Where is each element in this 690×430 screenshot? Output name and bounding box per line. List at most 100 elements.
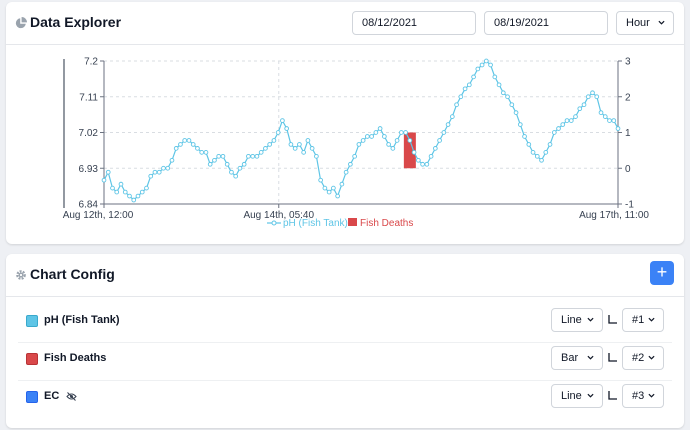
ph-point — [148, 173, 154, 179]
ph-point — [165, 165, 171, 171]
series-color-swatch[interactable] — [26, 353, 38, 365]
series-row-ph: pH (Fish Tank) Line #1 — [6, 306, 684, 336]
start-date-input[interactable]: 08/12/2021 — [352, 11, 476, 35]
series-row-ec: EC Line #3 — [6, 382, 684, 412]
ph-point — [377, 126, 383, 131]
ph-point — [577, 106, 583, 112]
ph-point — [539, 157, 544, 163]
series-color-swatch[interactable] — [26, 315, 38, 327]
ph-point — [280, 118, 285, 123]
ph-point — [182, 138, 188, 143]
ph-point — [199, 150, 205, 155]
y-right-tick-label: -1 — [625, 200, 634, 211]
chevron-down-icon — [587, 393, 594, 398]
interval-select-value: Hour — [626, 17, 650, 29]
ph-point — [169, 157, 175, 163]
ph-point — [118, 181, 124, 187]
series-type-value: Bar — [561, 352, 579, 364]
legend-item-ph[interactable]: pH (Fish Tank) — [267, 218, 348, 229]
x-tick-label: Aug 14th, 05:40 — [243, 210, 314, 221]
ph-point — [573, 114, 578, 119]
ph-point — [526, 142, 532, 147]
add-series-button[interactable]: + — [650, 261, 674, 285]
series-axis-select[interactable]: #3 — [622, 384, 664, 408]
chart-grid — [103, 60, 619, 205]
page-title: Data Explorer — [30, 14, 122, 30]
y-left-tick-label: 7.2 — [84, 57, 98, 68]
chevron-down-icon — [658, 20, 665, 25]
legend-label: Fish Deaths — [360, 218, 413, 229]
ph-point — [365, 134, 370, 139]
ph-point — [356, 142, 362, 147]
fish-deaths-series — [403, 132, 416, 169]
axis-icon — [608, 315, 617, 324]
ph-point — [471, 74, 476, 80]
ph-point — [254, 153, 260, 159]
ph-point — [488, 62, 493, 68]
ph-point — [530, 150, 536, 155]
ph-point — [373, 130, 379, 135]
ph-point — [462, 86, 468, 92]
ph-point — [292, 146, 298, 151]
ph-point — [496, 82, 502, 88]
ph-point — [263, 146, 268, 151]
ph-point — [110, 185, 115, 191]
y-left-tick-label: 7.02 — [79, 128, 99, 139]
chevron-down-icon — [587, 317, 594, 322]
y-right-tick-label: 1 — [625, 128, 631, 139]
ph-line — [103, 60, 619, 201]
series-type-value: Line — [561, 314, 582, 326]
chevron-down-icon — [587, 355, 594, 360]
ph-point — [233, 173, 239, 179]
ph-point — [301, 150, 307, 155]
eye-slash-icon[interactable] — [66, 392, 77, 401]
ph-point — [267, 142, 273, 147]
y-right-tick-label: 0 — [625, 164, 631, 175]
ph-point — [348, 161, 353, 167]
ph-series — [101, 58, 621, 203]
ph-point — [173, 146, 179, 151]
ph-point — [437, 138, 442, 143]
series-type-select[interactable]: Line — [551, 308, 603, 332]
data-explorer-card: Data Explorer 08/12/2021 08/19/2021 Hour… — [6, 2, 684, 244]
series-color-swatch[interactable] — [26, 391, 38, 403]
series-type-select[interactable]: Bar — [551, 346, 603, 370]
series-type-select[interactable]: Line — [551, 384, 603, 408]
ph-point — [229, 169, 234, 175]
ph-point — [101, 177, 107, 183]
y-right-tick-label: 3 — [625, 57, 631, 68]
ph-point — [568, 118, 574, 123]
x-tick-label: Aug 12th, 12:00 — [63, 210, 134, 221]
series-name: EC — [44, 390, 60, 402]
ph-point — [369, 134, 374, 139]
ph-point — [382, 134, 387, 139]
series-axis-select[interactable]: #2 — [622, 346, 664, 370]
chart-config-header: Chart Config + — [6, 254, 684, 297]
ph-point — [190, 142, 196, 147]
ph-point — [615, 126, 621, 131]
ph-point — [178, 142, 183, 147]
chart-legend[interactable]: pH (Fish Tank) Fish Deaths — [267, 218, 413, 229]
fish-deaths-bar — [403, 132, 416, 169]
y-left-tick-label: 7.11 — [79, 92, 98, 103]
ph-point — [454, 102, 459, 108]
ph-point — [479, 62, 485, 68]
ph-point — [237, 165, 243, 171]
ph-point — [466, 82, 472, 88]
ph-point — [551, 130, 557, 135]
y-left-tick-label: 6.84 — [79, 200, 99, 211]
end-date-input[interactable]: 08/19/2021 — [484, 11, 608, 35]
ph-point — [335, 193, 340, 199]
interval-select[interactable]: Hour — [616, 11, 674, 35]
ph-point — [428, 153, 434, 159]
series-axis-value: #1 — [632, 314, 645, 326]
ph-point — [420, 161, 425, 167]
ph-point — [598, 110, 604, 115]
series-row-fish-deaths: Fish Deaths Bar #2 — [6, 344, 684, 374]
ph-point — [602, 114, 608, 119]
config-title: Chart Config — [30, 266, 115, 282]
ph-point — [241, 161, 247, 167]
series-axis-select[interactable]: #1 — [622, 308, 664, 332]
ph-point — [407, 138, 413, 143]
legend-item-fish-deaths[interactable]: Fish Deaths — [348, 218, 413, 229]
